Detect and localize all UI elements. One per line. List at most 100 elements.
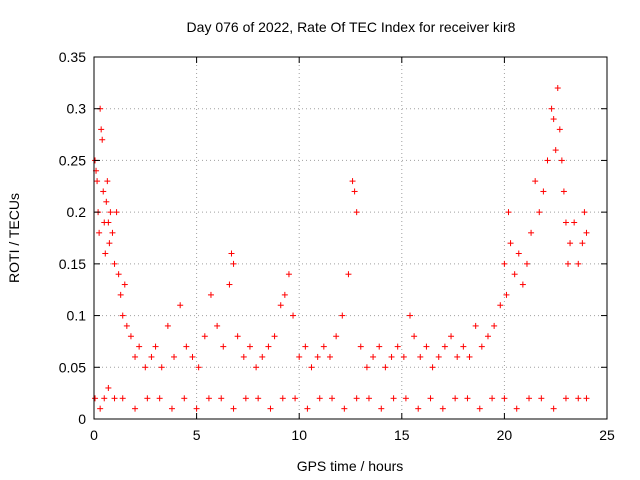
data-point: [429, 364, 436, 371]
grid-lines: [94, 57, 607, 419]
data-point: [100, 188, 107, 195]
data-point: [560, 188, 567, 195]
data-point: [472, 322, 479, 329]
data-point: [411, 333, 418, 340]
data-point: [253, 364, 260, 371]
data-point: [388, 353, 395, 360]
data-point: [558, 157, 565, 164]
data-point: [489, 395, 496, 402]
y-tick-label: 0.25: [59, 152, 86, 168]
data-point: [370, 353, 377, 360]
data-point: [127, 333, 134, 340]
data-point: [255, 395, 262, 402]
data-point: [267, 405, 274, 412]
data-point: [452, 395, 459, 402]
data-point: [177, 302, 184, 309]
data-point: [507, 240, 514, 247]
data-point: [532, 178, 539, 185]
y-tick-label: 0.3: [67, 101, 87, 117]
data-point: [515, 250, 522, 257]
data-point: [136, 343, 143, 350]
data-point: [351, 188, 358, 195]
data-point: [123, 322, 130, 329]
data-point: [316, 395, 323, 402]
axis-ticks: 0 5 10 15 20 25 0 0.05 0.1 0.15 0.2 0.25 0.3 0.35: [59, 49, 615, 443]
data-point: [341, 405, 348, 412]
data-point: [575, 395, 582, 402]
data-point: [550, 405, 557, 412]
data-point: [376, 343, 383, 350]
chart-title: Day 076 of 2022, Rate Of TEC Index for r…: [187, 19, 516, 35]
data-point: [226, 281, 233, 288]
data-point: [220, 343, 227, 350]
data-point: [441, 343, 448, 350]
data-point: [230, 260, 237, 267]
data-point: [171, 353, 178, 360]
data-point: [271, 333, 278, 340]
data-point: [144, 395, 151, 402]
data-point: [505, 209, 512, 216]
y-tick-label: 0: [78, 411, 86, 427]
data-point: [511, 271, 518, 278]
data-point: [99, 136, 106, 143]
data-point: [526, 395, 533, 402]
data-point: [562, 395, 569, 402]
data-point: [277, 302, 284, 309]
data-point: [400, 353, 407, 360]
data-point: [132, 353, 139, 360]
data-point: [201, 333, 208, 340]
data-point: [121, 281, 128, 288]
data-point: [329, 395, 336, 402]
data-point: [102, 250, 109, 257]
x-tick-label: 5: [193, 427, 201, 443]
data-point: [96, 229, 103, 236]
data-point: [132, 405, 139, 412]
data-point: [353, 209, 360, 216]
data-point: [550, 116, 557, 123]
data-point: [402, 395, 409, 402]
data-point: [308, 364, 315, 371]
data-point: [218, 395, 225, 402]
data-point: [117, 291, 124, 298]
data-point: [513, 405, 520, 412]
data-point: [528, 229, 535, 236]
y-tick-label: 0.2: [67, 204, 87, 220]
data-point: [583, 229, 590, 236]
data-point: [464, 395, 471, 402]
data-point: [98, 126, 105, 133]
data-point: [556, 126, 563, 133]
data-point: [205, 395, 212, 402]
data-point: [94, 178, 101, 185]
data-point: [281, 291, 288, 298]
data-point: [415, 405, 422, 412]
data-point: [503, 291, 510, 298]
data-point: [581, 209, 588, 216]
data-point: [265, 343, 272, 350]
data-point: [242, 395, 249, 402]
data-point: [562, 219, 569, 226]
data-point: [407, 312, 414, 319]
data-point: [105, 219, 112, 226]
data-point: [523, 260, 530, 267]
data-point: [103, 198, 110, 205]
data-point: [326, 353, 333, 360]
data-point: [279, 395, 286, 402]
data-point: [567, 240, 574, 247]
data-point: [152, 343, 159, 350]
y-tick-label: 0.35: [59, 49, 86, 65]
data-point: [339, 312, 346, 319]
data-point: [363, 364, 370, 371]
data-point: [476, 405, 483, 412]
data-point: [119, 395, 126, 402]
data-point: [230, 405, 237, 412]
data-point: [164, 322, 171, 329]
data-point: [357, 343, 364, 350]
data-point: [148, 353, 155, 360]
data-point: [540, 188, 547, 195]
data-points: [92, 85, 590, 412]
data-point: [571, 219, 578, 226]
data-point: [259, 353, 266, 360]
data-point: [109, 229, 116, 236]
data-point: [111, 260, 118, 267]
